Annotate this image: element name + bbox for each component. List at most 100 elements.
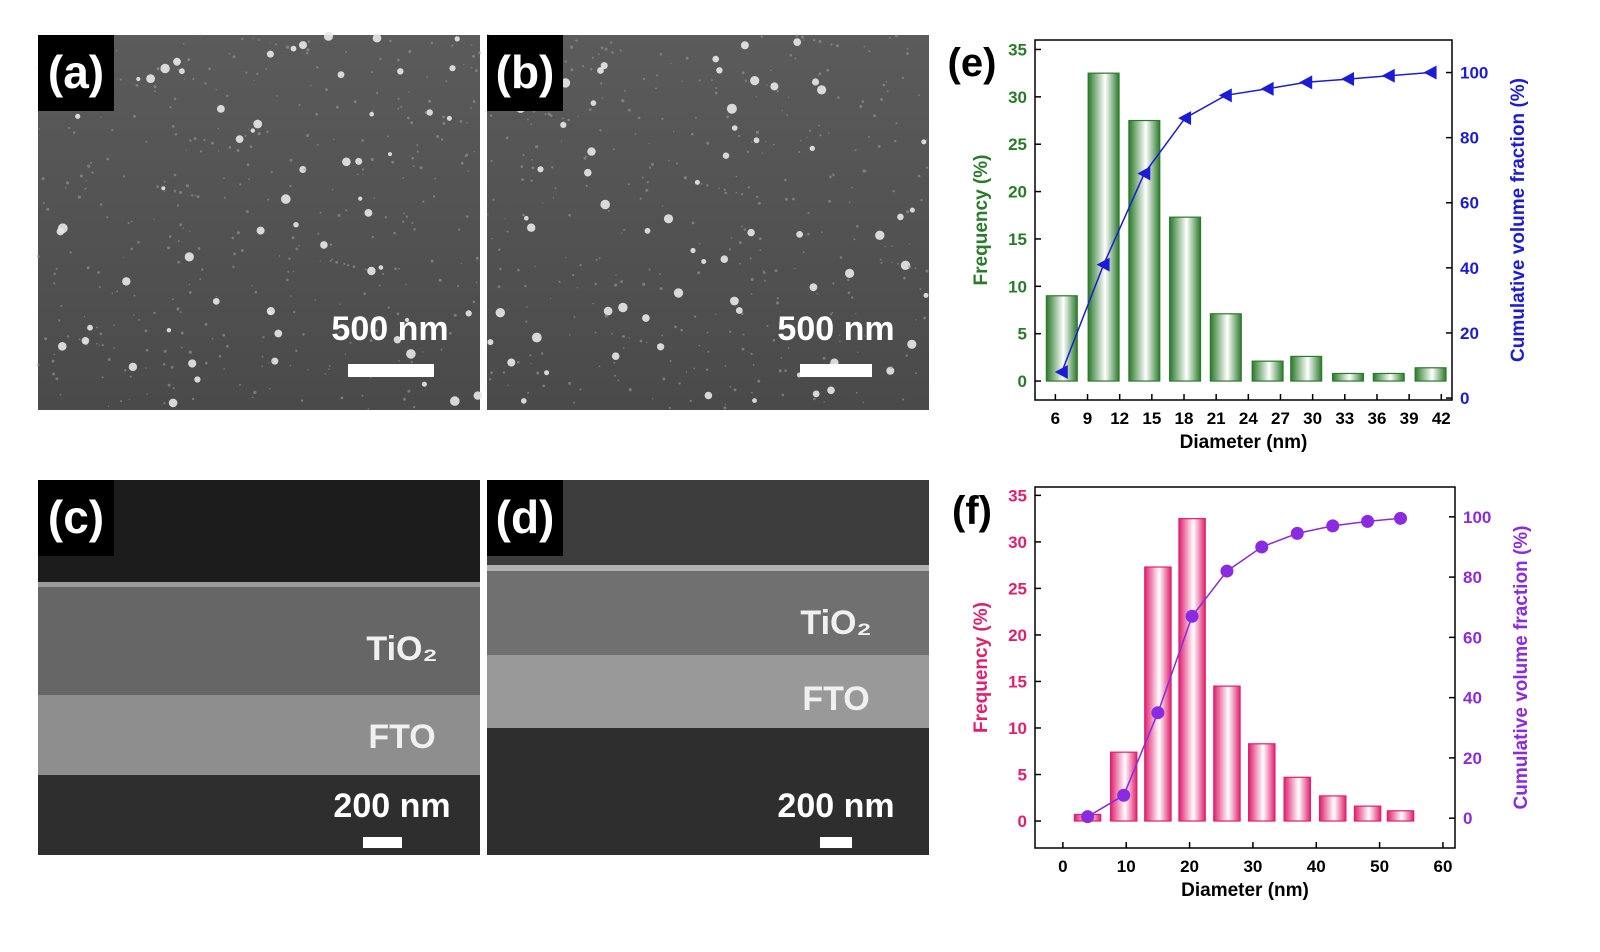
line xyxy=(1087,517,1401,818)
particle xyxy=(75,113,81,119)
particle xyxy=(487,213,489,216)
particle xyxy=(467,170,470,172)
particle xyxy=(554,187,557,190)
particle xyxy=(111,292,114,294)
particle xyxy=(113,347,116,349)
particle xyxy=(356,173,359,176)
particle xyxy=(787,347,790,349)
particle xyxy=(246,163,250,166)
panel-label: (b) xyxy=(496,46,555,98)
particle xyxy=(87,164,91,168)
particle xyxy=(907,339,917,349)
particle xyxy=(829,313,833,316)
particle xyxy=(193,137,197,141)
particle xyxy=(562,117,564,120)
particle xyxy=(750,76,760,86)
chart: (f) 0 10 20 30 40 50 60 0 5 10 15 20 25 30 35 0 20 40 60 80 1… xyxy=(952,486,1532,901)
marker xyxy=(1178,111,1192,126)
x-tick-label: 10 xyxy=(1117,857,1136,876)
particle xyxy=(232,265,235,269)
particle xyxy=(180,331,184,335)
particle xyxy=(203,138,206,142)
particle xyxy=(83,315,86,318)
particle xyxy=(53,272,56,275)
particle xyxy=(298,244,300,247)
particle xyxy=(454,36,460,42)
particle xyxy=(245,210,249,214)
marker xyxy=(1081,810,1095,824)
particle xyxy=(398,267,400,270)
particle xyxy=(338,330,341,333)
sem-panel-a: (a) 500 nm xyxy=(36,31,482,410)
particle xyxy=(723,188,726,191)
particle xyxy=(621,232,623,234)
particle xyxy=(331,189,334,191)
particle xyxy=(639,339,643,343)
particle xyxy=(598,257,601,259)
bar xyxy=(1144,566,1172,822)
particle xyxy=(459,119,463,123)
particle xyxy=(406,349,416,359)
particle xyxy=(759,249,762,252)
particle xyxy=(375,329,379,332)
particle xyxy=(446,115,452,121)
particle xyxy=(391,160,395,164)
particle xyxy=(341,75,343,77)
particle xyxy=(766,84,768,86)
particle xyxy=(393,336,402,344)
label-box xyxy=(487,480,563,556)
particle xyxy=(770,82,779,91)
particle xyxy=(789,53,793,57)
particle xyxy=(407,389,411,393)
particle xyxy=(521,178,524,181)
particle xyxy=(550,114,553,117)
particle xyxy=(750,277,754,281)
particle xyxy=(217,105,225,113)
particle xyxy=(646,341,648,343)
particle xyxy=(166,328,172,333)
particle xyxy=(925,166,929,169)
particle xyxy=(457,285,460,288)
particle xyxy=(909,207,915,213)
particle xyxy=(405,283,407,286)
particle xyxy=(796,231,803,238)
particle xyxy=(99,332,103,336)
particle xyxy=(440,348,443,351)
particle xyxy=(604,314,608,318)
particle xyxy=(600,82,603,85)
particle xyxy=(179,68,185,75)
particle xyxy=(600,199,610,210)
y2-tick-label: 20 xyxy=(1460,324,1479,343)
particle xyxy=(798,151,801,153)
particle xyxy=(489,114,493,117)
particle xyxy=(236,148,240,152)
particle xyxy=(163,349,167,353)
particle xyxy=(823,337,827,341)
particle xyxy=(199,278,202,281)
particle xyxy=(172,387,175,390)
particle xyxy=(882,83,886,87)
particle xyxy=(342,157,351,167)
particle xyxy=(361,139,364,142)
particle xyxy=(188,283,191,286)
particle xyxy=(655,87,657,90)
particle xyxy=(111,128,114,132)
x-tick-label: 18 xyxy=(1175,409,1194,428)
particle xyxy=(422,351,424,353)
particle xyxy=(371,235,374,239)
bar xyxy=(1414,367,1447,382)
particle xyxy=(329,259,332,262)
y2-tick-label: 0 xyxy=(1463,809,1472,828)
y2-tick-label: 80 xyxy=(1463,568,1482,587)
particle xyxy=(144,329,148,333)
particle xyxy=(307,369,309,371)
particle xyxy=(577,115,579,117)
particle xyxy=(661,205,664,207)
particle xyxy=(575,39,578,42)
particle xyxy=(310,84,312,87)
particle xyxy=(387,306,390,309)
x-tick-label: 40 xyxy=(1307,857,1326,876)
marker xyxy=(1218,88,1232,103)
particle xyxy=(337,71,345,79)
particle xyxy=(471,66,473,69)
